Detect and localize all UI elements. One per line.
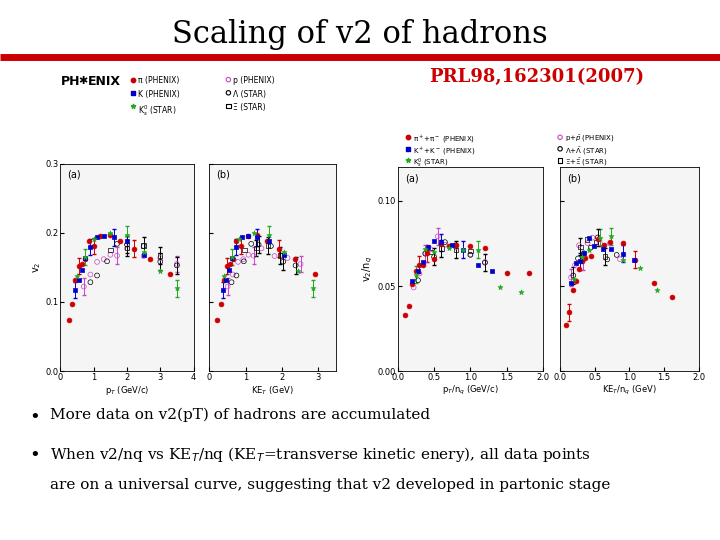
Point: [402, 145, 413, 153]
Text: p (PHENIX): p (PHENIX): [233, 76, 275, 85]
Text: ✱: ✱: [78, 76, 88, 86]
Text: Λ+$\bar{\Lambda}$ (STAR): Λ+$\bar{\Lambda}$ (STAR): [565, 145, 608, 157]
Text: are on a universal curve, suggesting that v2 developed in partonic stage: are on a universal curve, suggesting tha…: [50, 478, 611, 492]
Text: Ξ+$\bar{\Xi}$ (STAR): Ξ+$\bar{\Xi}$ (STAR): [565, 157, 608, 168]
Text: PH: PH: [60, 75, 80, 87]
Text: •: •: [29, 446, 40, 463]
Text: Λ (STAR): Λ (STAR): [233, 90, 266, 98]
Text: ENIX: ENIX: [87, 75, 120, 87]
Point: [127, 75, 139, 84]
Point: [402, 156, 413, 165]
Text: π$^+$+π$^-$ (PHENIX): π$^+$+π$^-$ (PHENIX): [413, 134, 475, 145]
Text: π (PHENIX): π (PHENIX): [138, 76, 179, 85]
Text: When v2/nq vs KE$_T$/nq (KE$_T$=transverse kinetic enery), all data points: When v2/nq vs KE$_T$/nq (KE$_T$=transver…: [50, 446, 591, 464]
Text: K$_s^0$ (STAR): K$_s^0$ (STAR): [138, 103, 176, 118]
Point: [222, 102, 234, 110]
Text: Ξ (STAR): Ξ (STAR): [233, 103, 266, 112]
Text: Scaling of v2 of hadrons: Scaling of v2 of hadrons: [172, 19, 548, 50]
Text: K$^+$+K$^-$ (PHENIX): K$^+$+K$^-$ (PHENIX): [413, 145, 476, 157]
Text: •: •: [29, 408, 40, 426]
Point: [554, 145, 566, 153]
Text: K (PHENIX): K (PHENIX): [138, 90, 180, 98]
Text: More data on v2(pT) of hadrons are accumulated: More data on v2(pT) of hadrons are accum…: [50, 408, 431, 422]
Text: K$_s^0$ (STAR): K$_s^0$ (STAR): [413, 157, 449, 170]
Point: [554, 133, 566, 141]
Point: [222, 89, 234, 97]
Text: PRL98,162301(2007): PRL98,162301(2007): [429, 68, 644, 86]
Point: [222, 75, 234, 84]
Text: p+$\bar{p}$ (PHENIX): p+$\bar{p}$ (PHENIX): [565, 134, 615, 144]
Point: [127, 89, 139, 97]
Point: [402, 133, 413, 141]
Point: [127, 102, 139, 110]
Point: [554, 156, 566, 165]
